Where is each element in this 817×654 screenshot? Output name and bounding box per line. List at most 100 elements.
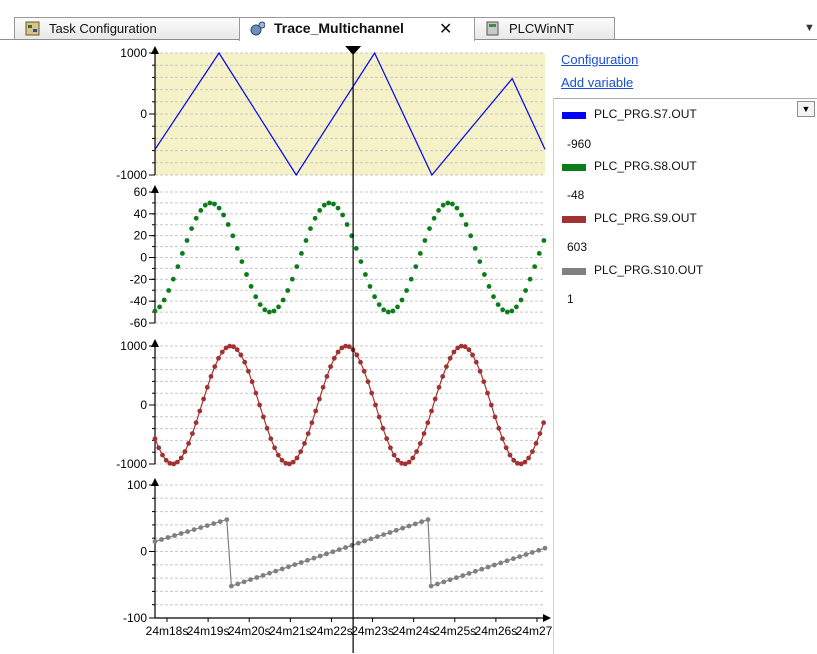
y-tick-label: 0	[140, 545, 147, 559]
color-swatch	[562, 216, 586, 223]
data-point	[482, 272, 487, 277]
data-point	[253, 390, 259, 396]
data-point	[542, 545, 548, 551]
data-point	[229, 583, 234, 589]
data-point	[299, 251, 304, 256]
data-point	[410, 455, 416, 461]
data-point	[473, 359, 479, 365]
data-point	[450, 201, 455, 207]
data-point	[317, 553, 323, 559]
data-point	[305, 557, 310, 563]
chevron-down-icon[interactable]: ▼	[804, 22, 815, 34]
data-point	[441, 579, 447, 585]
data-point	[388, 445, 393, 451]
chevron-down-icon[interactable]: ▼	[797, 101, 815, 117]
data-point	[431, 215, 437, 221]
y-tick-label: -40	[130, 294, 148, 308]
trace-panel-2: 60 40 20 0 -20 -40 -60	[130, 185, 547, 330]
data-point	[406, 459, 412, 465]
data-point	[541, 420, 546, 426]
data-point	[339, 345, 345, 351]
data-point	[178, 531, 184, 536]
data-point	[294, 264, 300, 269]
x-tick-label: 24m21s	[269, 624, 312, 638]
data-point	[477, 368, 483, 374]
data-point	[159, 537, 164, 542]
variable-name: PLC_PRG.S10.OUT	[594, 263, 704, 277]
data-point	[312, 215, 318, 221]
data-point	[161, 297, 167, 303]
x-tick-label: 24m25s	[433, 624, 476, 638]
data-point	[460, 573, 466, 578]
tab-trace-multichannel[interactable]: Trace_Multichannel ✕	[239, 17, 475, 41]
data-point	[212, 201, 217, 207]
data-point	[463, 222, 469, 227]
data-point	[466, 571, 472, 576]
data-point	[412, 521, 418, 527]
data-point	[238, 352, 244, 358]
data-point	[485, 564, 491, 570]
data-point	[216, 205, 222, 211]
data-point	[376, 414, 382, 420]
data-point	[160, 452, 165, 458]
data-point	[504, 558, 510, 564]
data-point	[511, 556, 516, 562]
tab-plcwinnt[interactable]: PLCWinNT	[474, 17, 615, 40]
data-point	[541, 238, 547, 243]
data-point	[152, 308, 158, 314]
data-point	[384, 436, 390, 442]
data-point	[500, 436, 505, 442]
x-tick-label: 24m18s	[146, 624, 189, 638]
variable-value: -960	[567, 137, 592, 151]
data-point	[242, 359, 248, 365]
data-point	[175, 264, 181, 269]
data-point	[459, 343, 464, 349]
data-point	[537, 431, 543, 436]
trace-panel-4: 100 0 -100	[123, 478, 548, 625]
add-variable-link[interactable]: Add variable	[561, 75, 634, 90]
data-point	[249, 379, 255, 385]
data-point	[419, 519, 425, 525]
data-point	[427, 226, 432, 232]
variable-panel: Configuration Add variable ▼ PLC_PRG.S7.…	[553, 40, 817, 654]
data-point	[167, 460, 173, 466]
data-point	[445, 200, 451, 206]
data-point	[305, 431, 311, 436]
data-point	[404, 288, 409, 293]
data-point	[336, 547, 342, 552]
data-point	[406, 523, 412, 529]
data-point	[504, 309, 510, 315]
data-point	[509, 308, 515, 314]
data-point	[156, 445, 162, 451]
data-point	[498, 560, 504, 566]
data-point	[425, 517, 431, 522]
data-point	[421, 431, 427, 436]
data-point	[193, 420, 199, 426]
variable-list: ▼ PLC_PRG.S7.OUT -960 PLC_PRG.S8.OUT -48…	[553, 98, 817, 654]
trace-chart[interactable]: 10000-10006040200-20-40-6010000-10001000…	[0, 40, 553, 653]
tab-task-configuration[interactable]: Task Configuration	[14, 17, 246, 40]
variable-name: PLC_PRG.S9.OUT	[594, 211, 697, 225]
data-point	[217, 519, 223, 524]
data-point	[279, 457, 285, 463]
configuration-link[interactable]: Configuration	[561, 52, 639, 67]
data-point	[374, 534, 380, 540]
y-tick-label: 0	[140, 398, 147, 412]
data-point	[234, 347, 240, 353]
data-point	[373, 402, 378, 408]
variable-value: -48	[567, 188, 585, 202]
close-icon[interactable]: ✕	[439, 21, 453, 38]
data-point	[201, 396, 207, 402]
data-point	[470, 352, 475, 358]
data-point	[488, 402, 494, 408]
data-point	[400, 525, 405, 531]
axis-arrow	[151, 185, 159, 193]
data-point	[522, 459, 528, 465]
data-point	[335, 205, 341, 211]
x-tick-label: 24m22s	[310, 624, 353, 638]
data-point	[515, 460, 520, 466]
axis-arrow	[151, 46, 159, 54]
data-point	[414, 449, 419, 454]
data-point	[287, 461, 292, 467]
data-point	[294, 455, 300, 461]
